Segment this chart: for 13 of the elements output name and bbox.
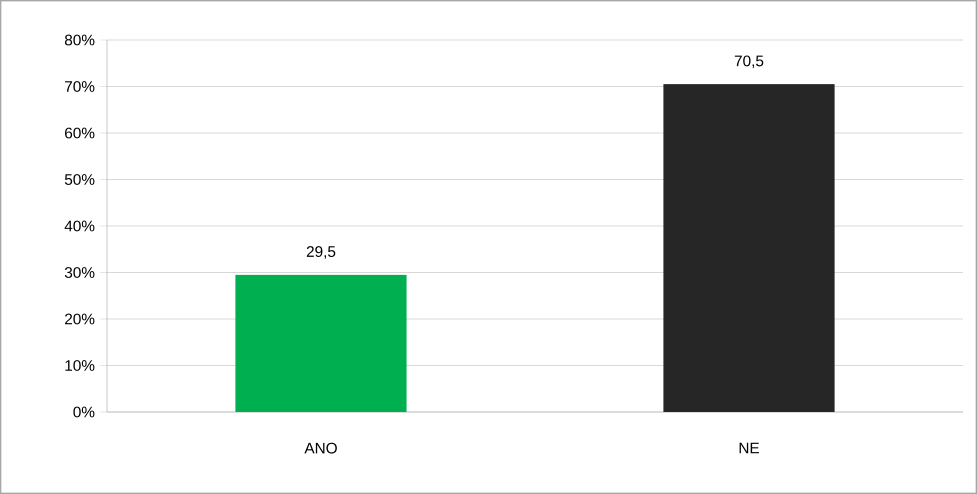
x-tick-label: NE [740, 442, 759, 454]
data-label: 29,5 [306, 246, 336, 259]
y-tick-label: 20% [65, 314, 94, 324]
y-tick-label: 40% [64, 220, 94, 232]
x-tick-label: ANO [304, 442, 337, 454]
y-tick-label: 80% [64, 34, 94, 46]
y-tick-label: 0% [73, 406, 94, 418]
data-label: 70,5 [734, 55, 764, 68]
y-tick-label: 50% [64, 174, 94, 185]
y-tick-label: 70% [65, 81, 94, 92]
y-tick-label: 30% [64, 267, 94, 278]
y-tick-label: 60% [65, 128, 94, 138]
y-tick-label: 10% [65, 360, 94, 371]
